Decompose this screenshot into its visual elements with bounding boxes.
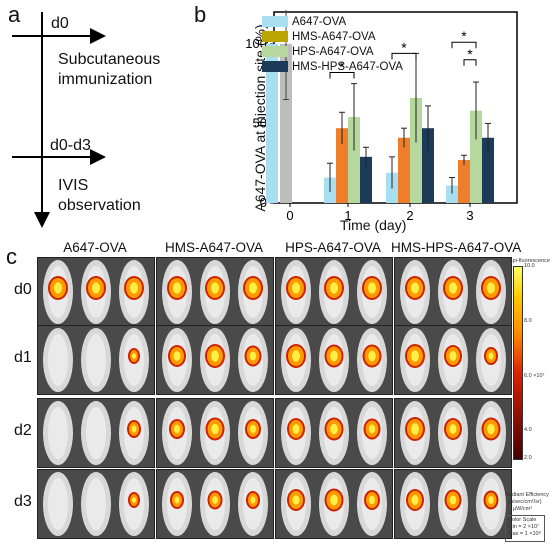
panel-b-letter: b [194, 2, 207, 27]
bar-hms-hps-a647-ova [482, 137, 494, 203]
color-scale-box: Color Scale Min = 2 ×10⁷ Max = 1 ×10⁸ [505, 515, 545, 542]
bar-hps-a647-ova [410, 97, 422, 203]
legend-swatch [262, 61, 288, 73]
x-tick-label: 1 [344, 208, 351, 223]
color-scale-title: Color Scale [508, 517, 537, 523]
row-label: d1 [14, 349, 32, 366]
ivis-image [156, 325, 274, 395]
colorbar-tick-label: 6.0 ×10⁷ [524, 373, 545, 379]
y-tick-label: 50 [253, 115, 267, 130]
colorbar-unit-line3: μW/cm² [513, 506, 533, 512]
significance-bracket [391, 52, 417, 60]
legend-label: HMS-HPS-A647-OVA [292, 61, 403, 73]
ivis-image [37, 325, 155, 395]
column-title: HPS-A647-OVA [285, 240, 381, 255]
column-title: A647-OVA [63, 240, 127, 255]
ivis-image [37, 257, 155, 327]
d0-d3-label: d0-d3 [50, 137, 91, 154]
color-scale-min: Min = 2 ×10⁷ [508, 524, 540, 530]
timeline-arrows [12, 12, 106, 228]
bar-hms-hps-a647-ova [360, 156, 372, 203]
ivis-image [394, 398, 512, 468]
x-tick-label: 0 [286, 208, 293, 223]
step2-line1: IVIS [58, 177, 89, 194]
chart-legend: A647-OVA HMS-A647-OVA HPS-A647-OVA HMS-HPS-… [262, 15, 442, 79]
legend-label: HMS-A647-OVA [292, 31, 376, 43]
x-axis-title: Time (day) [340, 217, 407, 233]
significance-star: * [461, 28, 467, 44]
ivis-image [156, 469, 274, 539]
colorbar [513, 266, 523, 460]
ivis-image [275, 257, 393, 327]
step2-line2: observation [58, 197, 141, 214]
significance-star: * [467, 46, 473, 62]
colorbar-unit-line1: Radiant Efficiency [505, 492, 549, 498]
legend-swatch [262, 46, 288, 58]
legend-item: A647-OVA [262, 15, 346, 29]
colorbar-title: Epi-fluorescence [509, 258, 550, 264]
bar-hps-a647-ova [470, 110, 482, 203]
legend-label: A647-OVA [292, 16, 347, 28]
bar-baseline-day0 [280, 43, 292, 204]
bar-a647-ova [266, 43, 278, 204]
panel-a-letter: a [8, 2, 21, 27]
ivis-image [156, 398, 274, 468]
y-tick-label: 100 [245, 36, 267, 51]
row-label: d2 [14, 422, 32, 439]
column-title: HMS-A647-OVA [164, 240, 264, 255]
legend-item: HMS-HPS-A647-OVA [262, 60, 403, 74]
significance-bracket [451, 41, 477, 49]
legend-item: HMS-A647-OVA [262, 30, 376, 44]
significance-bracket [463, 59, 477, 66]
bar-hms-a647-ova [458, 160, 470, 203]
bar-hms-a647-ova [398, 137, 410, 203]
step1-line2: immunization [58, 71, 153, 88]
ivis-image [275, 469, 393, 539]
color-scale-max: Max = 1 ×10⁸ [508, 531, 541, 537]
ivis-image [37, 398, 155, 468]
ivis-image [394, 325, 512, 395]
bar-hps-a647-ova [348, 117, 360, 203]
row-label: d0 [14, 281, 32, 298]
colorbar-tick-label: 10.0 [524, 263, 535, 269]
x-tick-label: 3 [466, 208, 473, 223]
ivis-image [275, 325, 393, 395]
panel-c-letter: c [6, 244, 17, 269]
ivis-image [394, 257, 512, 327]
x-tick-label: 2 [406, 208, 413, 223]
step1-line1: Subcutaneous [58, 51, 161, 68]
significance-star: * [401, 39, 407, 55]
colorbar-unit-line2: (p/sec/cm²/sr) [508, 499, 542, 505]
bar-hms-hps-a647-ova [422, 128, 434, 203]
y-tick-label: 0 [260, 195, 267, 210]
d0-label: d0 [51, 15, 69, 32]
legend-swatch [262, 31, 288, 43]
column-title: HMS-HPS-A647-OVA [391, 240, 522, 255]
colorbar-tick-label: 8.0 [524, 318, 532, 324]
colorbar-tick-label: 2.0 [524, 455, 532, 461]
significance-bracket [329, 71, 355, 79]
ivis-image [156, 257, 274, 327]
ivis-image [394, 469, 512, 539]
bar-a647-ova [446, 185, 458, 203]
ivis-image [275, 398, 393, 468]
ivis-image [37, 469, 155, 539]
colorbar-tick-label: 4.0 [524, 427, 532, 433]
bar-hms-a647-ova [336, 128, 348, 203]
legend-swatch [262, 16, 288, 28]
row-label: d3 [14, 493, 32, 510]
legend-item: HPS-A647-OVA [262, 45, 374, 59]
legend-label: HPS-A647-OVA [292, 46, 374, 58]
significance-star: * [339, 58, 345, 74]
